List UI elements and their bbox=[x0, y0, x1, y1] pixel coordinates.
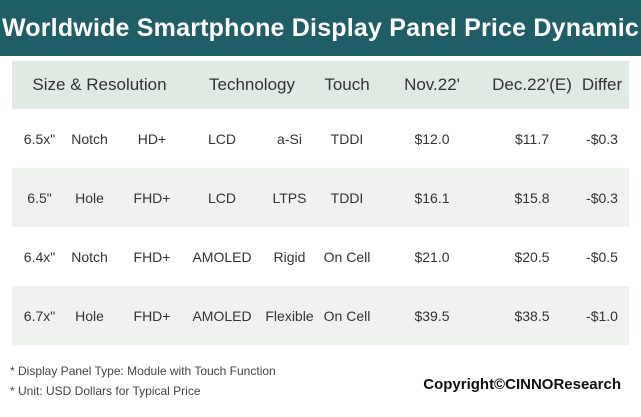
table-row: 6.4x" Notch FHD+ AMOLED Rigid On Cell $21.0 $20… bbox=[12, 227, 629, 286]
table-row: 6.5x" Notch HD+ LCD a-Si TDDI $12.0 $11.7 -$0.3 bbox=[12, 109, 629, 168]
table-body: 6.5x" Notch HD+ LCD a-Si TDDI $12.0 $11.7 -$0.3 6… bbox=[12, 109, 629, 345]
cell-dec22: $38.5 bbox=[514, 307, 550, 324]
cell-differ: -$0.3 bbox=[586, 189, 618, 206]
cell-nov22: $12.0 bbox=[414, 130, 450, 147]
footnote-panel-type: * Display Panel Type: Module with Touch … bbox=[10, 364, 276, 378]
cell-form: Hole bbox=[75, 307, 104, 324]
footnote-unit: * Unit: USD Dollars for Typical Price bbox=[10, 384, 201, 398]
cell-dec22: $20.5 bbox=[514, 248, 550, 265]
cell-backplane: a-Si bbox=[277, 130, 302, 147]
cell-differ: -$0.5 bbox=[586, 248, 618, 265]
cell-resolution: HD+ bbox=[137, 130, 167, 147]
cell-technology: AMOLED bbox=[192, 248, 252, 265]
column-header-differ: Differ bbox=[581, 75, 623, 94]
title-bar: Worldwide Smartphone Display Panel Price… bbox=[0, 0, 641, 56]
footnotes: * Display Panel Type: Module with Touch … bbox=[10, 361, 276, 401]
cell-size: 6.5x" bbox=[23, 130, 56, 147]
cell-form: Notch bbox=[71, 248, 108, 265]
cell-touch: TDDI bbox=[330, 189, 364, 206]
table-header-row: Size & Resolution Technology Touch Nov.2… bbox=[12, 61, 629, 109]
cell-touch: On Cell bbox=[323, 307, 371, 324]
cell-touch: TDDI bbox=[330, 130, 364, 147]
price-table: Size & Resolution Technology Touch Nov.2… bbox=[12, 61, 629, 345]
page-title: Worldwide Smartphone Display Panel Price… bbox=[1, 13, 640, 42]
cell-dec22: $11.7 bbox=[515, 130, 549, 147]
cell-backplane: LTPS bbox=[272, 189, 307, 206]
cell-nov22: $21.0 bbox=[414, 248, 450, 265]
cell-dec22: $15.8 bbox=[514, 189, 550, 206]
column-header-touch: Touch bbox=[324, 75, 370, 94]
column-header-dec22: Dec.22'(E) bbox=[492, 75, 572, 94]
cell-nov22: $16.1 bbox=[414, 189, 450, 206]
cell-nov22: $39.5 bbox=[414, 307, 450, 324]
cell-resolution: FHD+ bbox=[133, 248, 171, 265]
cell-resolution: FHD+ bbox=[133, 307, 171, 324]
cell-size: 6.5" bbox=[27, 189, 52, 206]
column-header-size-resolution: Size & Resolution bbox=[32, 75, 167, 94]
cell-touch: On Cell bbox=[323, 248, 371, 265]
cell-form: Hole bbox=[75, 189, 104, 206]
column-header-technology: Technology bbox=[208, 75, 295, 94]
column-header-nov22: Nov.22' bbox=[404, 75, 460, 94]
cell-size: 6.7x" bbox=[23, 307, 56, 324]
cell-technology: LCD bbox=[207, 189, 236, 206]
cell-backplane: Rigid bbox=[273, 248, 306, 265]
cell-technology: AMOLED bbox=[192, 307, 252, 324]
table-row: 6.7x" Hole FHD+ AMOLED Flexible On Cell $39.5 $… bbox=[12, 286, 629, 345]
cell-technology: LCD bbox=[207, 130, 236, 147]
copyright-label: Copyright©CINNOResearch bbox=[423, 376, 621, 393]
cell-form: Notch bbox=[71, 130, 108, 147]
table-row: 6.5" Hole FHD+ LCD LTPS TDDI $16.1 $15.8 -$0.3 bbox=[12, 168, 629, 227]
cell-size: 6.4x" bbox=[23, 248, 56, 265]
cell-backplane: Flexible bbox=[265, 307, 314, 324]
cell-resolution: FHD+ bbox=[133, 189, 171, 206]
cell-differ: -$1.0 bbox=[586, 307, 618, 324]
cell-differ: -$0.3 bbox=[586, 130, 618, 147]
